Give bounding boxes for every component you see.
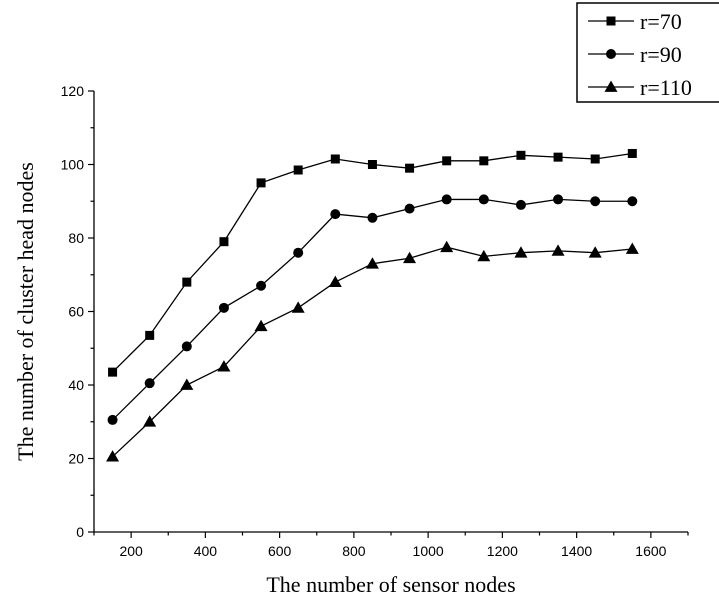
data-point xyxy=(367,212,378,223)
data-point xyxy=(479,156,489,166)
data-point xyxy=(478,194,489,205)
data-point xyxy=(625,242,639,254)
data-point xyxy=(441,194,452,205)
data-point xyxy=(291,301,305,313)
data-point xyxy=(143,415,157,427)
data-point xyxy=(330,209,341,220)
data-point xyxy=(404,203,415,214)
data-point xyxy=(293,247,304,258)
data-point xyxy=(442,156,452,166)
data-point xyxy=(590,154,600,164)
legend-label: r=90 xyxy=(640,42,682,67)
axes: 200 400 600 800 1000 1200 1400 1600 0 20 40 60 80 100… xyxy=(61,83,689,559)
data-point xyxy=(256,280,267,291)
data-point xyxy=(588,246,602,258)
x-tick-label: 200 xyxy=(119,543,143,559)
data-point xyxy=(440,240,454,253)
y-axis-title: The number of cluster head nodes xyxy=(13,162,38,461)
data-point xyxy=(516,150,526,160)
legend: r=70 r=90 r=110 xyxy=(576,2,719,103)
legend-marker xyxy=(604,80,618,92)
data-point xyxy=(405,163,415,173)
data-point xyxy=(627,148,637,158)
data-point xyxy=(553,152,563,162)
data-point xyxy=(403,251,417,264)
data-point xyxy=(182,277,192,287)
data-point xyxy=(107,414,118,425)
legend-box xyxy=(576,2,719,103)
y-tick-label: 80 xyxy=(68,230,84,246)
x-tick-label: 400 xyxy=(194,543,218,559)
data-point xyxy=(515,199,526,210)
data-point xyxy=(145,330,155,340)
data-point xyxy=(330,154,340,164)
data-point xyxy=(144,378,155,389)
legend-marker xyxy=(606,16,616,26)
x-axis-title: The number of sensor nodes xyxy=(266,572,515,597)
legend-label: r=110 xyxy=(640,75,692,100)
data-point xyxy=(328,275,342,287)
data-point xyxy=(477,249,491,262)
data-point xyxy=(254,319,268,332)
data-point xyxy=(106,450,120,462)
x-tick-label: 1600 xyxy=(635,543,666,559)
data-point xyxy=(108,367,118,377)
data-point xyxy=(590,196,601,207)
data-point xyxy=(627,196,638,207)
data-point xyxy=(180,378,194,390)
series-layer xyxy=(106,148,639,462)
data-point xyxy=(553,194,564,205)
x-tick-label: 600 xyxy=(268,543,292,559)
data-point xyxy=(514,246,528,258)
data-point xyxy=(551,244,565,256)
data-point xyxy=(367,160,377,169)
data-point xyxy=(219,237,229,247)
y-tick-label: 0 xyxy=(76,524,84,540)
legend-label: r=70 xyxy=(640,9,682,34)
legend-marker xyxy=(606,49,616,59)
data-point xyxy=(365,257,379,269)
x-tick-label: 1400 xyxy=(561,543,592,559)
data-point xyxy=(293,165,303,175)
y-tick-label: 120 xyxy=(61,83,85,99)
y-tick-label: 40 xyxy=(68,377,84,393)
data-point xyxy=(217,360,231,372)
data-point xyxy=(181,341,192,352)
x-tick-label: 800 xyxy=(342,543,366,559)
data-point xyxy=(218,302,229,313)
y-tick-label: 20 xyxy=(68,451,84,467)
x-tick-label: 1000 xyxy=(413,543,444,559)
y-tick-label: 100 xyxy=(61,157,85,173)
y-tick-label: 60 xyxy=(68,304,84,320)
x-tick-label: 1200 xyxy=(487,543,518,559)
data-point xyxy=(256,178,266,188)
